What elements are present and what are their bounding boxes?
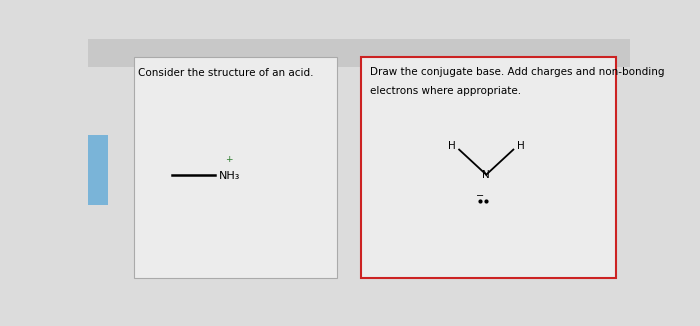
FancyBboxPatch shape [88, 135, 108, 205]
Text: N: N [482, 170, 490, 180]
Text: +: + [225, 155, 232, 164]
FancyBboxPatch shape [361, 57, 617, 278]
Text: electrons where appropriate.: electrons where appropriate. [370, 85, 521, 96]
Text: H: H [448, 141, 456, 151]
Text: NH₃: NH₃ [219, 171, 240, 181]
Text: Consider the structure of an acid.: Consider the structure of an acid. [138, 68, 314, 78]
FancyBboxPatch shape [134, 57, 337, 278]
Text: Draw the conjugate base. Add charges and non-bonding: Draw the conjugate base. Add charges and… [370, 67, 664, 77]
FancyBboxPatch shape [88, 39, 630, 67]
Text: −: − [476, 191, 484, 201]
Text: H: H [517, 141, 524, 151]
